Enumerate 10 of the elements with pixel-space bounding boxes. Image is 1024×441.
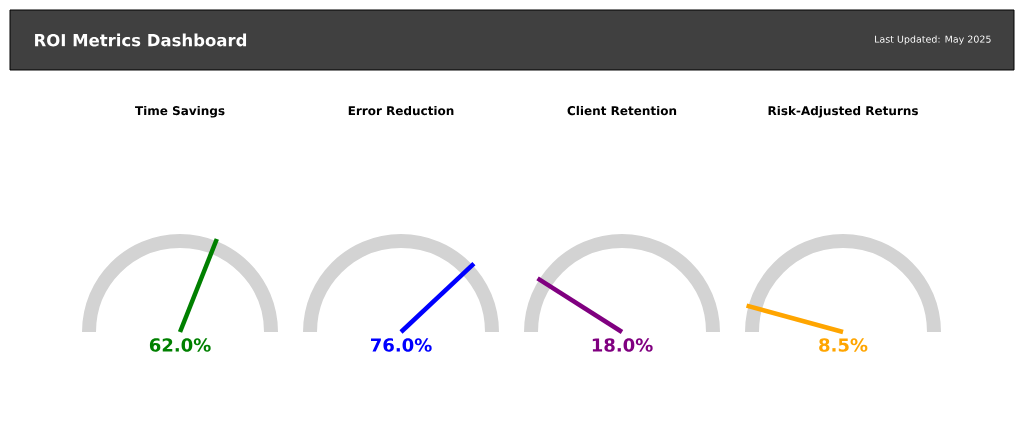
data-label: 62.0% [149, 338, 211, 352]
text: Client Retention [567, 105, 677, 116]
text: Risk-Adjusted Returns [768, 105, 918, 118]
text: Last Updated: May 2025 [875, 35, 991, 45]
data-label: 8.5% [819, 338, 868, 352]
data-label: 18.0% [592, 338, 653, 352]
text: Error Reduction [348, 105, 454, 116]
text: ROI Metrics Dashboard [35, 33, 247, 47]
data-label: 76.0% [371, 338, 432, 352]
text: Time Savings [135, 105, 225, 118]
